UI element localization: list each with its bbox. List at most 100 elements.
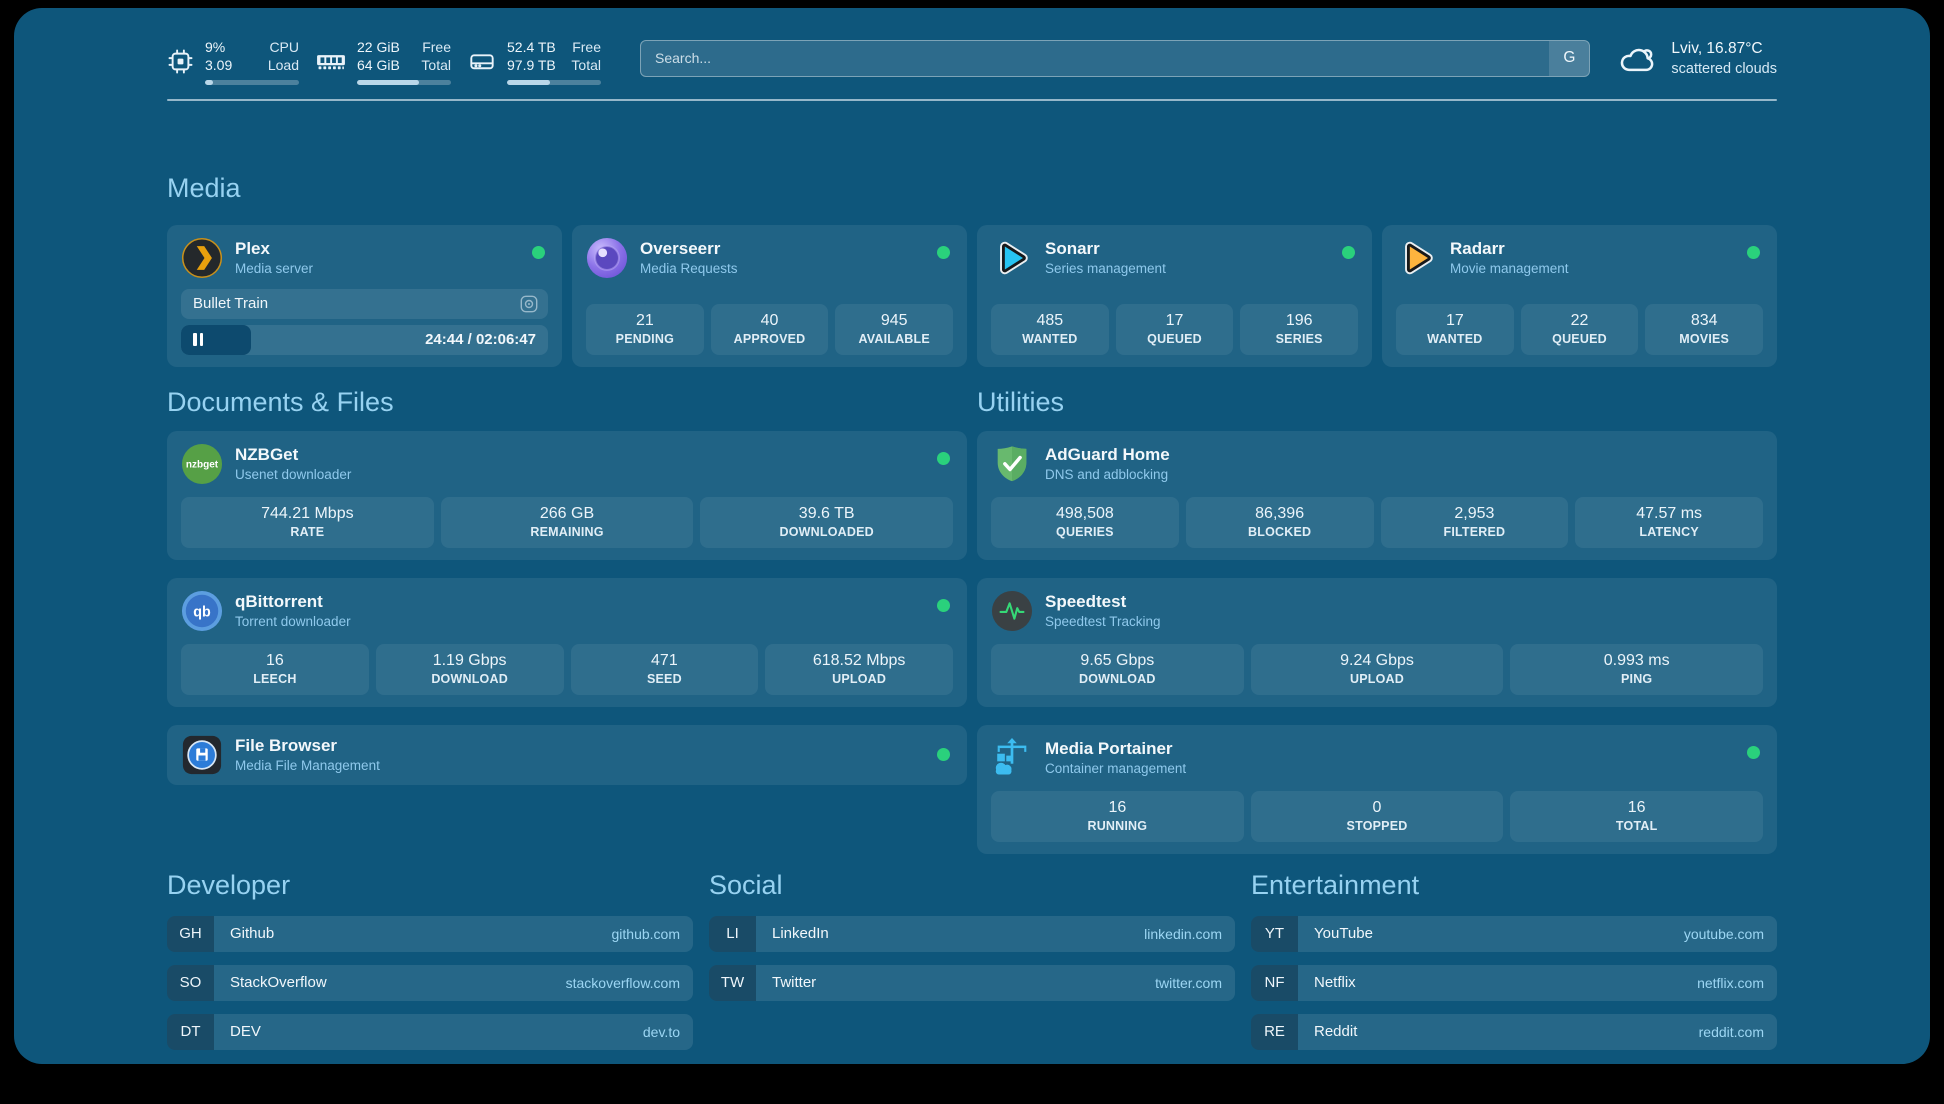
section-title-entertainment: Entertainment [1251, 869, 1420, 900]
player-progress-fill [181, 324, 251, 355]
memory-progress-fill [357, 79, 420, 85]
service-name: Speedtest [1045, 591, 1127, 611]
bookmark-dev[interactable]: DT DEV dev.to [167, 1013, 693, 1050]
status-dot [532, 245, 545, 259]
bookmark-github[interactable]: GH Github github.com [167, 915, 693, 952]
cpu-icon [167, 48, 194, 75]
service-name: File Browser [235, 735, 338, 755]
service-card-nzbget[interactable]: nzbget NZBGet Usenet downloader 744. [167, 430, 967, 560]
service-name: NZBGet [235, 444, 299, 464]
bookmark-stackoverflow[interactable]: SO StackOverflow stackoverflow.com [167, 964, 693, 1001]
bookmark-twitter[interactable]: TW Twitter twitter.com [709, 964, 1235, 1001]
disk-progress-fill [507, 79, 551, 85]
disk-free-label: Free [572, 39, 601, 55]
adguard-icon [991, 443, 1033, 485]
stat-queries: 498,508 QUERIES [991, 496, 1179, 548]
bookmark-abbr: RE [1251, 1013, 1298, 1050]
bookmark-domain: github.com [611, 925, 680, 942]
player-progress-row: 24:44 / 02:06:47 [181, 324, 548, 355]
filebrowser-icon [181, 734, 223, 776]
service-description: Usenet downloader [235, 466, 352, 482]
stat-blocked: 86,396 BLOCKED [1185, 496, 1374, 548]
bookmark-abbr: YT [1251, 915, 1298, 952]
bookmark-youtube[interactable]: YT YouTube youtube.com [1251, 915, 1777, 952]
stat-upload: 9.24 Gbps UPLOAD [1250, 643, 1504, 695]
radarr-icon [1396, 237, 1438, 279]
weather-widget: Lviv, 16.87°C scattered clouds [1616, 39, 1777, 79]
stat-ping: 0.993 ms PING [1510, 643, 1764, 695]
stat-pending: 21 PENDING [586, 303, 704, 355]
pause-icon [193, 333, 203, 347]
service-name: Plex [235, 238, 270, 258]
stat-download: 9.65 Gbps DOWNLOAD [991, 643, 1244, 695]
bookmark-abbr: LI [709, 915, 756, 952]
service-card-overseerr[interactable]: Overseerr Media Requests 21 PENDING 40 A… [572, 224, 967, 367]
cpu-load-label: Load [267, 57, 299, 74]
bookmark-domain: dev.to [642, 1023, 680, 1040]
stat-rate: 744.21 Mbps RATE [181, 496, 434, 548]
stat-stopped: 0 STOPPED [1250, 790, 1504, 842]
service-card-qbittorrent[interactable]: qb qBittorrent Torrent downloader 16 [167, 577, 967, 707]
memory-icon [316, 48, 346, 75]
cpu-usage-value: 9% [205, 39, 226, 55]
bookmark-abbr: TW [709, 964, 756, 1001]
cpu-progress-fill [205, 79, 214, 85]
section-title-utilities: Utilities [977, 386, 1065, 417]
status-dot [1747, 245, 1760, 259]
bookmark-group-social: Social LI LinkedIn linkedin.com TW Twitt… [709, 868, 1235, 1050]
section-documents: Documents & Files nzbget [167, 385, 967, 785]
portainer-icon [991, 737, 1033, 779]
bookmark-abbr: NF [1251, 964, 1298, 1001]
bookmark-domain: stackoverflow.com [565, 974, 680, 991]
media-session-icon [520, 295, 538, 313]
bookmark-domain: netflix.com [1697, 974, 1764, 991]
service-description: Media File Management [235, 757, 380, 773]
bookmark-netflix[interactable]: NF Netflix netflix.com [1251, 964, 1777, 1001]
service-card-plex[interactable]: Plex Media server Bullet Train [167, 224, 562, 367]
service-description: Speedtest Tracking [1045, 613, 1161, 629]
service-description: Media server [235, 260, 314, 276]
service-name: Media Portainer [1045, 738, 1173, 758]
status-dot [1747, 745, 1760, 759]
stat-queued: 22 QUEUED [1520, 303, 1639, 355]
service-card-adguard[interactable]: AdGuard Home DNS and adblocking 498,508 … [977, 430, 1777, 560]
stat-download: 1.19 Gbps DOWNLOAD [375, 643, 564, 695]
stat-running: 16 RUNNING [991, 790, 1244, 842]
service-card-sonarr[interactable]: Sonarr Series management 485 WANTED 17 Q… [977, 224, 1372, 367]
bookmark-domain: twitter.com [1155, 974, 1222, 991]
svg-text:qb: qb [193, 604, 211, 620]
bookmark-linkedin[interactable]: LI LinkedIn linkedin.com [709, 915, 1235, 952]
service-card-radarr[interactable]: Radarr Movie management 17 WANTED 22 QUE… [1382, 224, 1777, 367]
bookmark-reddit[interactable]: RE Reddit reddit.com [1251, 1013, 1777, 1050]
stat-wanted: 17 WANTED [1396, 303, 1514, 355]
cpu-usage-label: CPU [269, 39, 299, 55]
service-card-filebrowser[interactable]: File Browser Media File Management [167, 724, 967, 785]
service-card-speedtest[interactable]: Speedtest Speedtest Tracking 9.65 Gbps D… [977, 577, 1777, 707]
speedtest-icon [991, 590, 1033, 632]
bookmark-name: Github [230, 925, 275, 943]
stat-remaining: 266 GB REMAINING [440, 496, 694, 548]
disk-free-value: 52.4 TB [507, 39, 556, 55]
bookmark-name: Twitter [772, 974, 817, 992]
weather-summary: Lviv, 16.87°C [1671, 40, 1763, 58]
service-description: Torrent downloader [235, 613, 351, 629]
plex-icon [181, 237, 223, 279]
top-bar: 9% 3.09 CPU Load [167, 38, 1777, 85]
memory-total-label: Total [421, 57, 451, 74]
bookmark-name: YouTube [1314, 925, 1373, 943]
header-divider [167, 98, 1777, 101]
stat-leech: 16 LEECH [181, 643, 369, 695]
bookmark-name: StackOverflow [230, 974, 327, 992]
service-description: DNS and adblocking [1045, 466, 1169, 482]
service-card-portainer[interactable]: Media Portainer Container management 16 … [977, 724, 1777, 854]
section-utilities: Utilities [977, 385, 1777, 854]
bookmark-abbr: SO [167, 964, 214, 1001]
search-input[interactable] [641, 40, 1550, 76]
search-provider-button[interactable]: G [1549, 40, 1590, 76]
stat-downloaded: 39.6 TB DOWNLOADED [700, 496, 954, 548]
bookmark-name: Netflix [1314, 974, 1356, 992]
section-title-documents: Documents & Files [167, 386, 394, 417]
service-name: AdGuard Home [1045, 444, 1170, 464]
service-name: qBittorrent [235, 591, 323, 611]
stat-latency: 47.57 ms LATENCY [1575, 496, 1763, 548]
